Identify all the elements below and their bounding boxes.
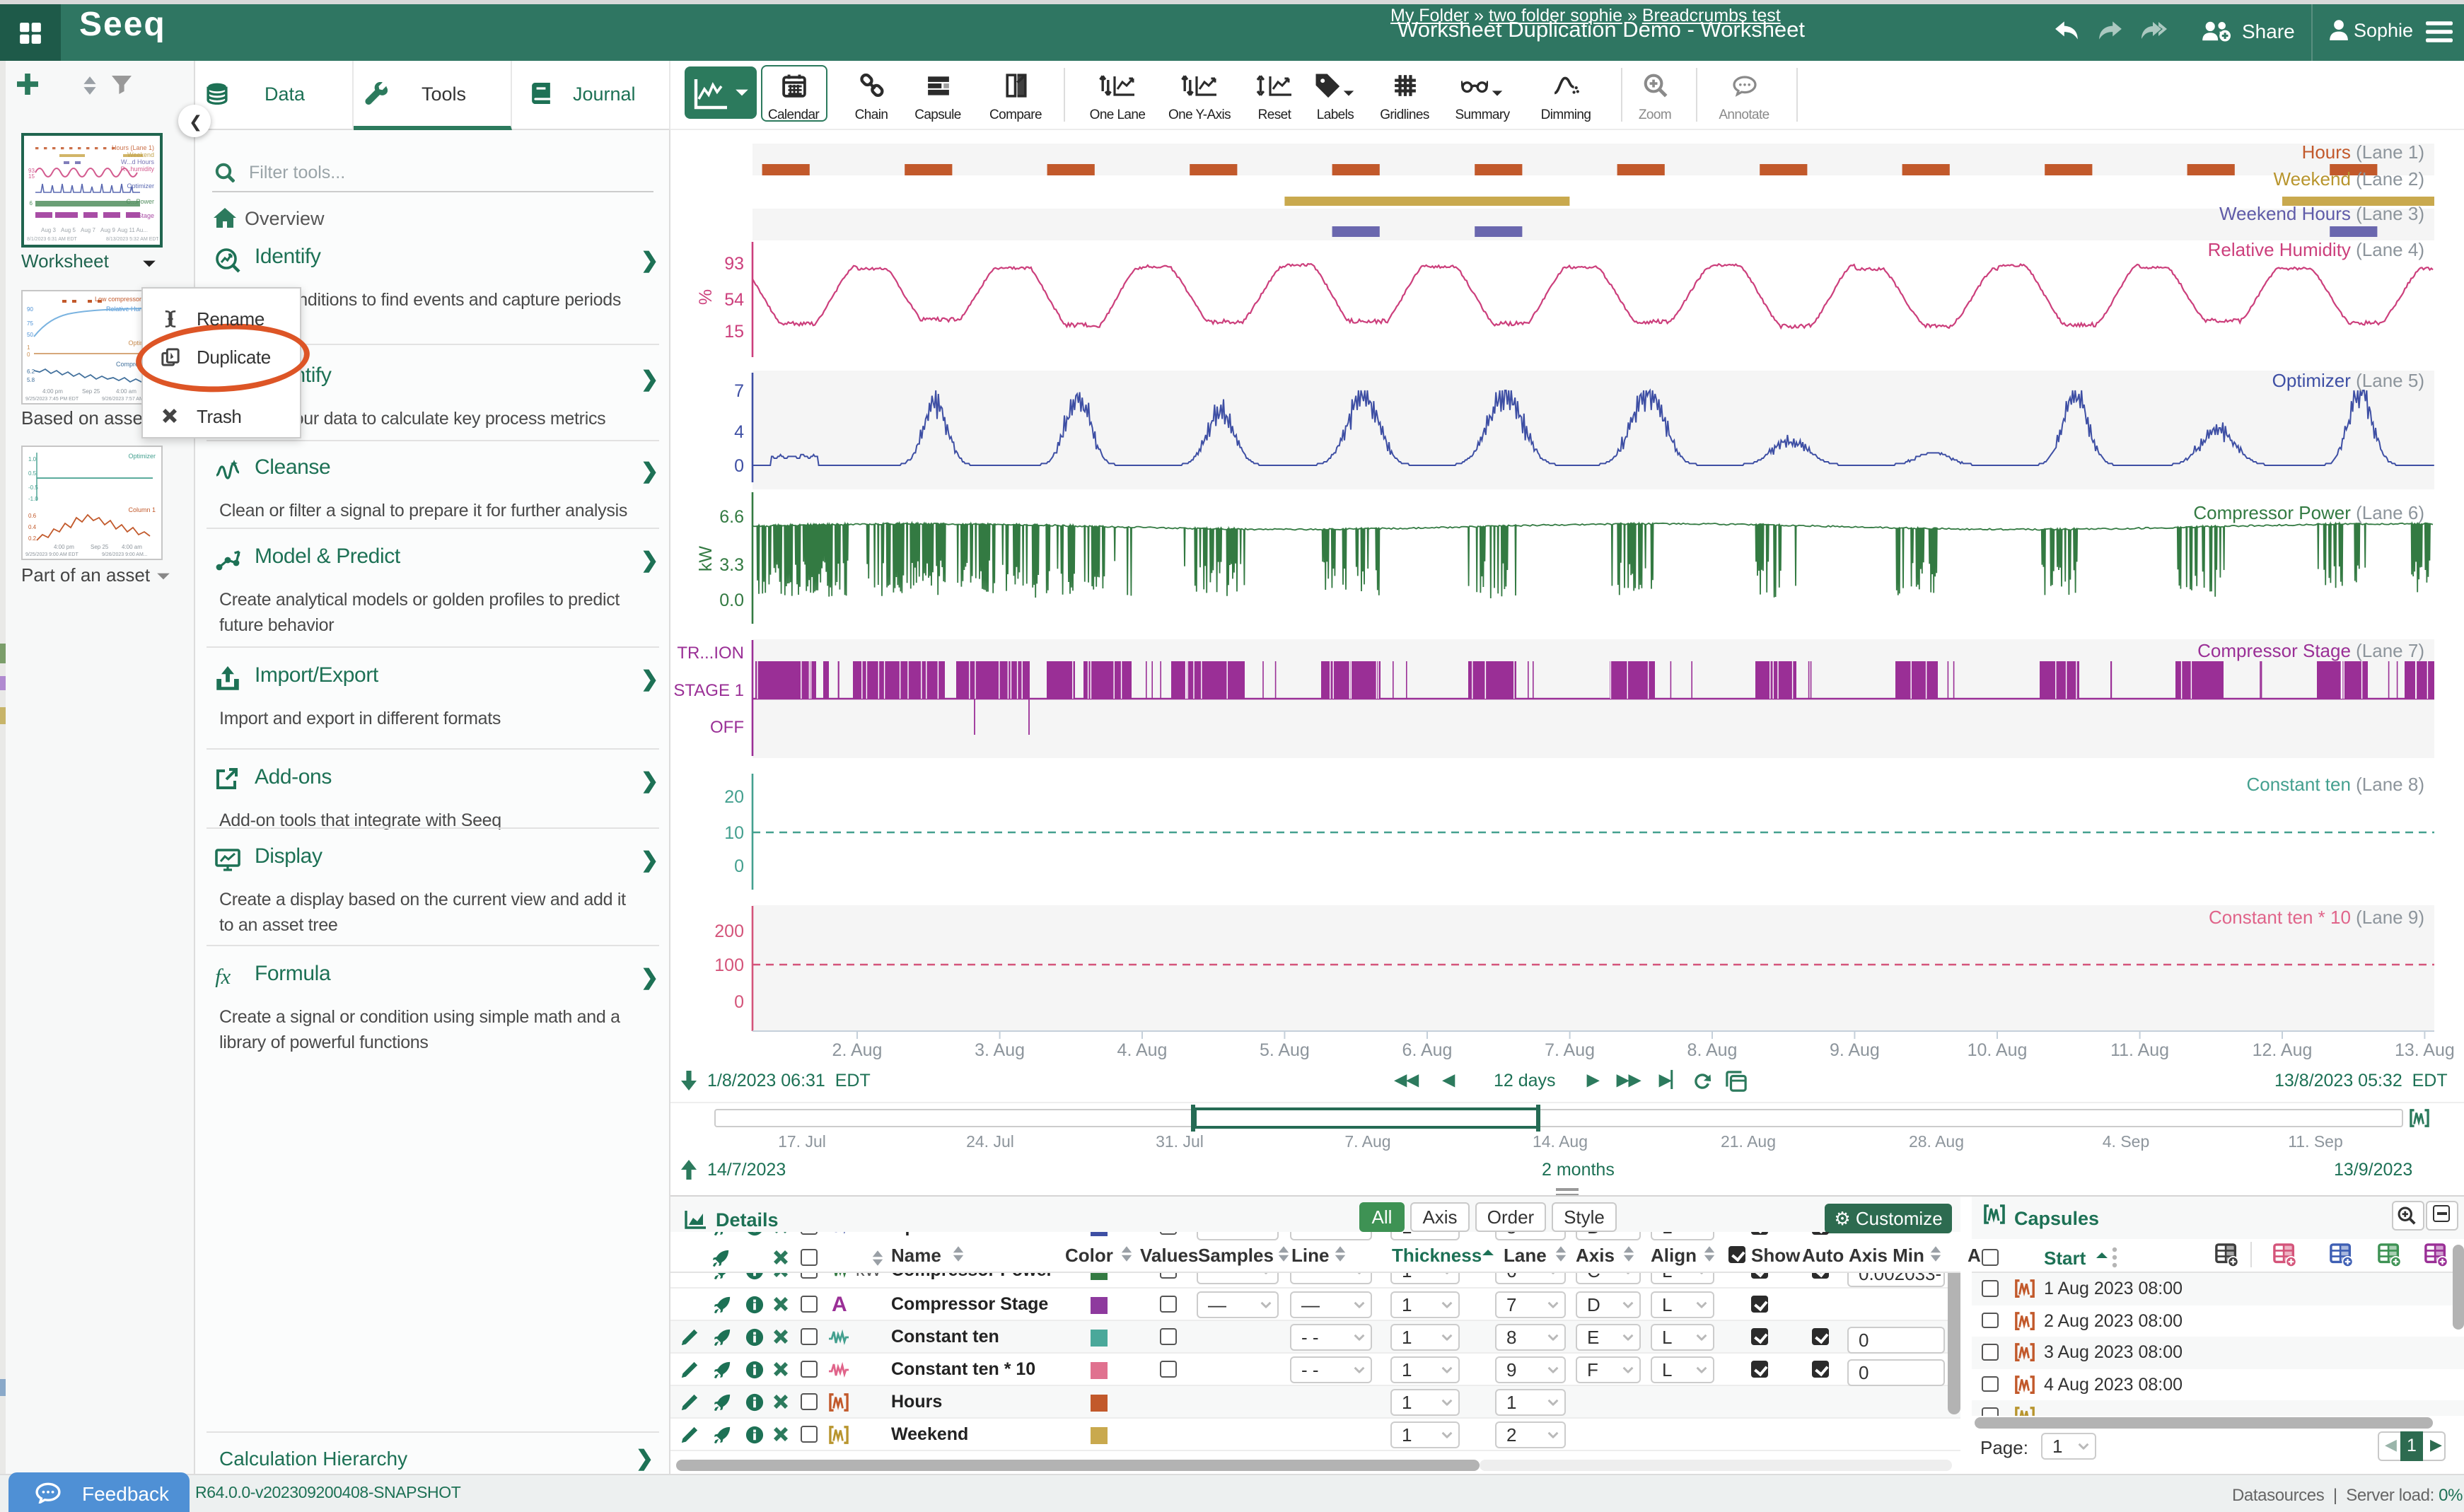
svg-text:5. Aug: 5. Aug <box>1260 1040 1310 1060</box>
svg-text:75: 75 <box>27 320 33 327</box>
svg-text:5.8: 5.8 <box>27 377 35 383</box>
svg-text:8/13/2023 5:32 AM EDT: 8/13/2023 5:32 AM EDT <box>106 237 158 242</box>
svg-text:Hours (Lane 1): Hours (Lane 1) <box>2302 141 2424 163</box>
svg-text:15: 15 <box>724 322 744 342</box>
svg-text:6.6: 6.6 <box>719 507 744 527</box>
svg-text:0: 0 <box>734 992 744 1012</box>
svg-text:0.4: 0.4 <box>28 524 37 530</box>
svg-text:Aug 5: Aug 5 <box>61 227 76 233</box>
svg-text:15: 15 <box>28 173 35 180</box>
svg-text:7. Aug: 7. Aug <box>1545 1040 1595 1060</box>
svg-text:1.0: 1.0 <box>28 456 37 463</box>
svg-text:Aug 7: Aug 7 <box>81 227 95 233</box>
svg-text:4:00 am: 4:00 am <box>116 388 136 395</box>
svg-text:Sep 25: Sep 25 <box>91 544 109 550</box>
svg-text:4. Aug: 4. Aug <box>1117 1040 1168 1060</box>
svg-text:Compressor Power (Lane 6): Compressor Power (Lane 6) <box>2193 502 2424 523</box>
svg-text:8. Aug: 8. Aug <box>1687 1040 1738 1060</box>
svg-text:10: 10 <box>724 823 744 843</box>
svg-text:93: 93 <box>724 254 744 274</box>
svg-text:Column 1: Column 1 <box>128 506 156 513</box>
svg-text:12. Aug: 12. Aug <box>2253 1040 2313 1060</box>
svg-text:Compressor Stage (Lane 7): Compressor Stage (Lane 7) <box>2197 640 2424 661</box>
svg-text:0: 0 <box>734 856 744 876</box>
svg-text:3.3: 3.3 <box>719 555 744 575</box>
svg-text:54: 54 <box>724 290 744 310</box>
svg-text:0.6: 0.6 <box>28 513 37 519</box>
svg-text:C...Stage: C...Stage <box>127 212 154 219</box>
svg-text:9. Aug: 9. Aug <box>1830 1040 1880 1060</box>
svg-text:Optimizer: Optimizer <box>127 182 154 190</box>
svg-text:4: 4 <box>734 422 744 442</box>
svg-text:Aug 11 Au...: Aug 11 Au... <box>117 227 148 233</box>
svg-text:9/26/2023 9:00 AM...: 9/26/2023 9:00 AM... <box>102 552 148 557</box>
svg-text:8/1/2023 6:31 AM EDT: 8/1/2023 6:31 AM EDT <box>27 237 78 242</box>
svg-text:OFF: OFF <box>710 718 744 737</box>
svg-text:6. Aug: 6. Aug <box>1402 1040 1453 1060</box>
svg-text:Aug 3: Aug 3 <box>41 227 56 233</box>
svg-text:4:00 pm: 4:00 pm <box>54 544 74 550</box>
svg-text:Aug 9: Aug 9 <box>100 227 115 233</box>
svg-text:Low compressor po...: Low compressor po... <box>95 296 156 303</box>
svg-text:4:00 am: 4:00 am <box>122 544 142 550</box>
svg-text:4:00 pm: 4:00 pm <box>42 388 63 395</box>
svg-text:50: 50 <box>27 332 33 338</box>
svg-text:6.2: 6.2 <box>27 368 35 375</box>
svg-text:Weekend (Lane 2): Weekend (Lane 2) <box>2274 168 2424 190</box>
svg-text:11. Aug: 11. Aug <box>2110 1040 2169 1060</box>
svg-text:13. Aug: 13. Aug <box>2395 1040 2455 1060</box>
svg-text:9/25/2023 7:45 PM EDT: 9/25/2023 7:45 PM EDT <box>25 397 79 402</box>
svg-text:7: 7 <box>734 381 744 401</box>
svg-text:93: 93 <box>28 168 35 174</box>
svg-text:Sep 25: Sep 25 <box>82 388 100 395</box>
svg-text:200: 200 <box>714 921 744 941</box>
svg-text:Optimizer: Optimizer <box>128 453 156 460</box>
svg-text:%: % <box>696 289 716 305</box>
svg-text:Constant ten (Lane 8): Constant ten (Lane 8) <box>2246 774 2424 795</box>
svg-text:0.0: 0.0 <box>719 591 744 610</box>
svg-text:20: 20 <box>724 787 744 807</box>
svg-text:Weekend: Weekend <box>127 151 154 158</box>
svg-text:6: 6 <box>30 200 33 207</box>
svg-text:kW: kW <box>696 546 716 572</box>
svg-text:Optimizer (Lane 5): Optimizer (Lane 5) <box>2272 370 2424 391</box>
svg-text:-0.5: -0.5 <box>28 484 38 491</box>
svg-text:10. Aug: 10. Aug <box>1968 1040 2028 1060</box>
svg-text:TR...ION: TR...ION <box>677 644 744 663</box>
svg-text:Relative Humidity (Lane 4): Relative Humidity (Lane 4) <box>2208 239 2424 260</box>
svg-text:1: 1 <box>27 344 30 351</box>
svg-text:C...Power: C...Power <box>126 198 154 205</box>
svg-text:3. Aug: 3. Aug <box>975 1040 1025 1060</box>
svg-text:0.2: 0.2 <box>28 535 37 542</box>
svg-text:R...humidity: R...humidity <box>120 165 154 173</box>
svg-text:-1.0: -1.0 <box>28 496 38 502</box>
svg-text:Hours (Lane 1): Hours (Lane 1) <box>112 144 154 151</box>
svg-text:9/25/2023 9:00 AM EDT: 9/25/2023 9:00 AM EDT <box>25 552 79 557</box>
svg-text:STAGE 1: STAGE 1 <box>673 681 744 700</box>
svg-text:0: 0 <box>734 456 744 476</box>
svg-text:0: 0 <box>27 351 30 358</box>
svg-text:Compressor...: Compressor... <box>116 361 156 368</box>
svg-text:9/26/2023 7:57 AM...: 9/26/2023 7:57 AM... <box>102 397 148 402</box>
svg-text:W...d Hours: W...d Hours <box>121 158 155 165</box>
svg-text:Constant ten * 10 (Lane 9): Constant ten * 10 (Lane 9) <box>2209 907 2424 928</box>
svg-text:100: 100 <box>714 955 744 975</box>
svg-text:90: 90 <box>27 306 33 313</box>
svg-text:Weekend Hours (Lane 3): Weekend Hours (Lane 3) <box>2219 203 2424 224</box>
svg-text:0.5: 0.5 <box>28 470 37 477</box>
svg-text:2. Aug: 2. Aug <box>832 1040 883 1060</box>
